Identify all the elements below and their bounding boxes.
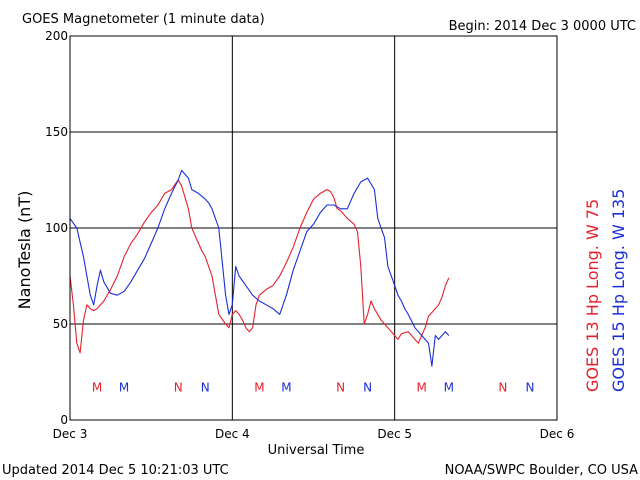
mn-marker: N [336, 380, 345, 394]
mn-marker: M [417, 380, 427, 394]
mn-marker: M [444, 380, 454, 394]
x-tick-label: Dec 5 [377, 427, 412, 441]
y-tick-label: 100 [45, 221, 68, 235]
x-tick-label: Dec 4 [215, 427, 250, 441]
credit-text: NOAA/SWPC Boulder, CO USA [445, 463, 638, 478]
series-group [69, 169, 450, 367]
y-tick-label: 200 [45, 29, 68, 43]
y-axis-ticks: 0 50 100 150 200 [45, 29, 68, 427]
mn-marker: N [363, 380, 372, 394]
legend-goes13: GOES 13 Hp Long. W 75 [583, 199, 602, 392]
mn-marker: M [254, 380, 264, 394]
x-tick-label: Dec 6 [540, 427, 575, 441]
y-tick-label: 0 [60, 413, 68, 427]
y-tick-label: 50 [53, 317, 68, 331]
plot-frame [69, 35, 558, 421]
chart-title: GOES Magnetometer (1 minute data) [22, 12, 265, 27]
mn-marker: N [201, 380, 210, 394]
legend-goes15: GOES 15 Hp Long. W 135 [609, 189, 628, 392]
y-tick-label: 150 [45, 125, 68, 139]
mn-marker: N [498, 380, 507, 394]
x-tick-label: Dec 3 [53, 427, 88, 441]
y-axis-label: NanoTesla (nT) [15, 191, 34, 310]
mn-marker: M [281, 380, 291, 394]
x-axis-label: Universal Time [268, 443, 365, 458]
mn-marker: N [174, 380, 183, 394]
series-line-goes13 [69, 179, 450, 354]
x-axis-ticks: Dec 3 Dec 4 Dec 5 Dec 6 [53, 427, 575, 441]
grid-lines [70, 36, 557, 420]
begin-time: Begin: 2014 Dec 3 0000 UTC [449, 19, 636, 34]
series-line-goes15 [69, 169, 450, 367]
mn-marker: N [525, 380, 534, 394]
mn-marker: M [119, 380, 129, 394]
updated-timestamp: Updated 2014 Dec 5 10:21:03 UTC [2, 463, 229, 478]
mn-marker: M [92, 380, 102, 394]
